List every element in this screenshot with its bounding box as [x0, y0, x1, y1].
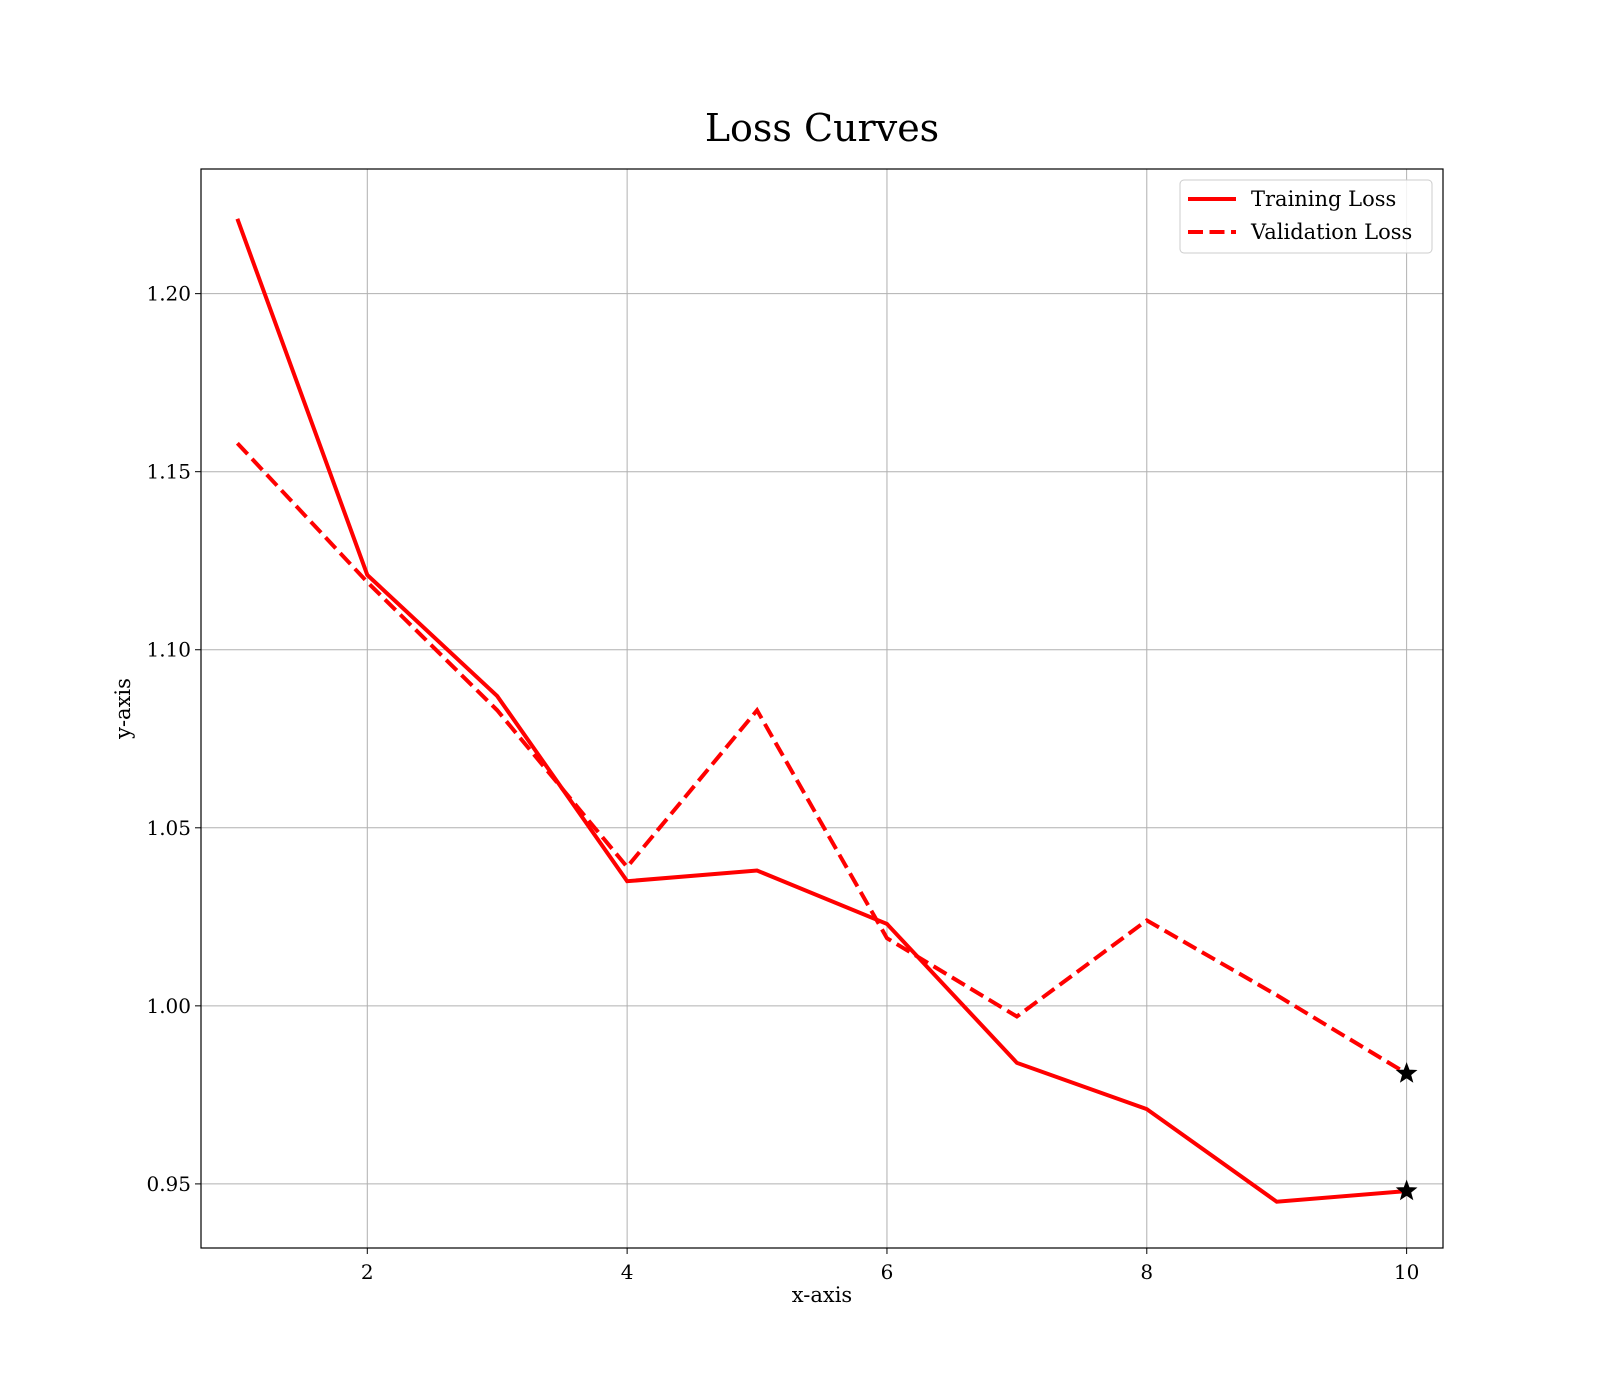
y-axis-label: y-axis [111, 678, 135, 740]
y-tick-label: 1.00 [146, 994, 191, 1018]
end-star-marker [1395, 1179, 1418, 1201]
y-tick-label: 1.10 [146, 638, 191, 662]
x-axis-label: x-axis [792, 1283, 852, 1307]
x-tick-label: 10 [1394, 1260, 1419, 1284]
y-tick-label: 1.05 [146, 816, 191, 840]
series-line-validation-loss [235, 441, 1408, 1076]
plot-frame [200, 168, 1444, 1249]
legend-label: Training Loss [1251, 187, 1396, 211]
x-tick-label: 2 [361, 1260, 374, 1284]
x-tick-label: 6 [881, 1260, 894, 1284]
legend-box [1179, 179, 1433, 254]
legend: Training Loss Validation Loss [1179, 179, 1433, 254]
y-tick-label: 1.20 [146, 282, 191, 306]
end-markers [1395, 1062, 1418, 1201]
chart-title: Loss Curves [705, 106, 939, 150]
axis-ticks: 2 4 6 8 10 0.95 1.00 1.05 1.10 1.15 1.20 [146, 282, 1419, 1284]
x-tick-label: 4 [621, 1260, 634, 1284]
y-tick-label: 0.95 [146, 1172, 191, 1196]
end-star-marker [1395, 1062, 1418, 1083]
series-group [235, 218, 1408, 1204]
grid [201, 169, 1443, 1248]
y-tick-label: 1.15 [146, 460, 191, 484]
x-tick-label: 8 [1140, 1260, 1153, 1284]
legend-label: Validation Loss [1250, 220, 1412, 244]
series-line-training-loss [235, 218, 1407, 1204]
